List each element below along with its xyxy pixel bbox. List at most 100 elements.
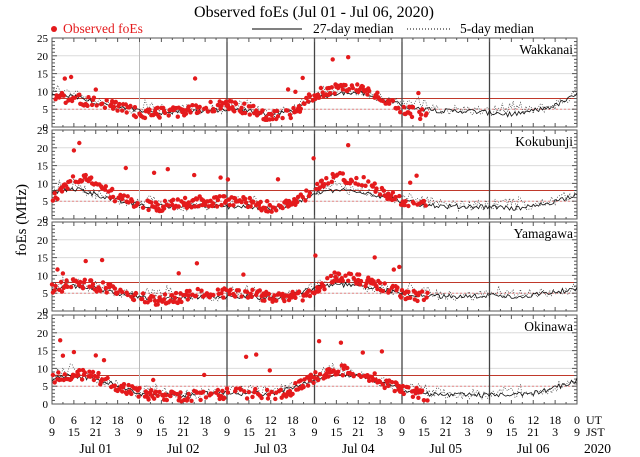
- observed-point: [244, 396, 250, 401]
- observed-point: [414, 173, 419, 178]
- observed-point: [99, 257, 105, 263]
- observed-point: [65, 284, 70, 289]
- observed-point: [332, 91, 337, 96]
- ut-tick-label: 0: [137, 413, 143, 427]
- observed-point: [247, 112, 252, 117]
- observed-point: [130, 199, 135, 204]
- observed-point: [222, 194, 227, 199]
- observed-point: [77, 140, 82, 146]
- observed-point: [100, 280, 106, 285]
- observed-point: [269, 112, 274, 118]
- median-5day-line: [51, 177, 578, 213]
- observed-point: [212, 109, 217, 114]
- observed-point: [375, 90, 380, 95]
- observed-point: [331, 279, 336, 284]
- observed-point: [152, 298, 158, 303]
- observed-point: [264, 387, 270, 393]
- observed-point: [336, 271, 342, 277]
- observed-point: [350, 85, 355, 91]
- observed-point: [182, 195, 188, 201]
- observed-point: [79, 377, 85, 382]
- legend-observed-label: Observed foEs: [63, 21, 143, 36]
- observed-point: [393, 194, 398, 200]
- legend-5day-label: 5-day median: [460, 21, 534, 36]
- observed-point: [202, 202, 208, 207]
- observed-point: [62, 76, 67, 81]
- observed-point: [307, 190, 313, 196]
- observed-point: [89, 373, 94, 378]
- observed-point: [382, 281, 387, 286]
- observed-point: [408, 295, 413, 300]
- observed-point: [98, 288, 103, 293]
- observed-point: [399, 288, 405, 293]
- ut-tick-label: 6: [158, 413, 164, 427]
- y-tick-label: 0: [43, 122, 49, 134]
- observed-point: [242, 101, 247, 106]
- observed-point: [174, 391, 180, 397]
- observed-point: [298, 378, 303, 383]
- observed-point: [265, 209, 271, 214]
- observed-point: [124, 110, 129, 115]
- observed-point: [95, 374, 100, 380]
- observed-point: [290, 391, 295, 397]
- jst-tick-label: 21: [265, 425, 277, 439]
- observed-point: [59, 189, 65, 194]
- observed-point: [227, 202, 232, 208]
- observed-point: [219, 202, 224, 208]
- observed-point: [102, 187, 108, 192]
- observed-point: [58, 338, 63, 343]
- y-tick-label: 25: [37, 33, 49, 45]
- observed-point: [175, 114, 180, 119]
- ut-tick-label: 18: [287, 413, 299, 427]
- median-27day-line: [51, 186, 578, 211]
- panel-yamagawa: 0 5 10 15 20 25 Yamagawa: [37, 217, 578, 318]
- jst-tick-label: 15: [243, 425, 255, 439]
- observed-point: [186, 104, 191, 109]
- observed-point: [287, 388, 293, 394]
- observed-point: [195, 286, 200, 292]
- observed-point: [315, 377, 321, 383]
- observed-point: [358, 278, 364, 284]
- observed-point: [322, 182, 327, 187]
- ut-tick-label: 12: [352, 413, 364, 427]
- observed-point: [321, 283, 326, 288]
- observed-point: [343, 273, 348, 278]
- observed-point: [140, 291, 146, 296]
- observed-point: [214, 204, 220, 209]
- observed-point: [400, 383, 406, 389]
- observed-point: [68, 74, 74, 80]
- observed-point: [77, 368, 82, 373]
- observed-point: [266, 392, 272, 397]
- ut-tick-label: 6: [71, 413, 77, 427]
- observed-point: [326, 374, 331, 379]
- observed-point: [151, 294, 156, 299]
- observed-point: [361, 175, 366, 180]
- observed-point: [380, 382, 386, 387]
- panel-wakkanai: 0 5 10 15 20 25 Wakkanai: [37, 33, 578, 134]
- ut-tick-label: 0: [574, 413, 580, 427]
- observed-point: [319, 178, 324, 183]
- y-tick-label: 5: [43, 196, 49, 208]
- observed-point: [137, 385, 142, 391]
- observed-point: [274, 208, 279, 213]
- observed-point: [196, 204, 201, 209]
- observed-point: [215, 287, 221, 292]
- observed-point: [71, 148, 77, 153]
- observed-point: [243, 200, 249, 205]
- observed-point: [179, 299, 184, 305]
- observed-point: [161, 206, 167, 211]
- observed-point: [351, 374, 356, 379]
- observed-point: [296, 289, 302, 294]
- observed-point: [365, 92, 370, 97]
- jst-tick-label: 9: [312, 425, 318, 439]
- observed-point: [86, 95, 91, 100]
- ut-tick-label: 0: [399, 413, 405, 427]
- observed-point: [272, 293, 277, 298]
- observed-point: [104, 290, 109, 295]
- jst-tick-label: 3: [377, 425, 383, 439]
- observed-point: [325, 276, 330, 281]
- observed-point: [424, 111, 429, 116]
- observed-point: [162, 292, 168, 297]
- ut-tick-label: 18: [462, 413, 474, 427]
- observed-point: [82, 370, 88, 375]
